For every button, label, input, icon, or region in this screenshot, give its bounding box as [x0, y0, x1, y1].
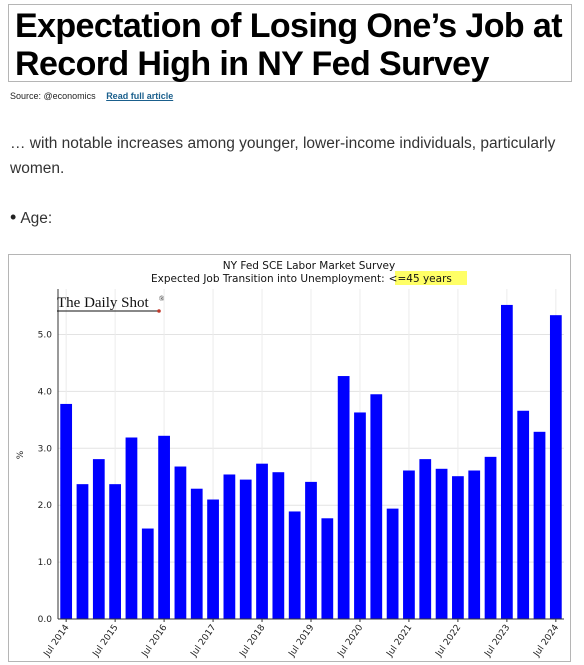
bar — [60, 403, 73, 619]
bar — [76, 484, 89, 619]
bar — [92, 459, 105, 619]
source-line: Source: @economics Read full article — [10, 91, 173, 101]
bar — [141, 528, 154, 619]
y-tick-label: 5.0 — [38, 331, 53, 341]
bar — [500, 304, 513, 619]
bar — [239, 479, 252, 619]
x-tick-label: Jul 2018 — [238, 623, 268, 660]
x-tick-label: Jul 2022 — [434, 623, 464, 660]
intro-paragraph: … with notable increases among younger, … — [10, 135, 556, 177]
bar — [190, 488, 203, 619]
bar — [256, 463, 268, 619]
x-tick-label: Jul 2016 — [140, 623, 170, 660]
bar — [174, 466, 187, 619]
x-tick-label: Jul 2021 — [385, 623, 415, 660]
bar — [549, 315, 562, 619]
bar — [419, 459, 432, 619]
bar — [354, 412, 366, 619]
x-tick-label: Jul 2024 — [532, 623, 562, 660]
x-tick-label: Jul 2020 — [336, 623, 366, 660]
bar-chart: 0.0 1.0 2.0 3.0 4.0 5.0 Jul 2014 Jul 2015 Jul 20… — [16, 260, 564, 660]
bar — [452, 476, 464, 619]
article-headline: Expectation of Losing One’s Job at Recor… — [15, 7, 563, 83]
y-tick-label: 2.0 — [38, 501, 53, 511]
bar — [109, 484, 122, 619]
x-tick-label: Jul 2014 — [42, 623, 72, 660]
bar — [517, 410, 530, 619]
x-tick-label: Jul 2019 — [287, 623, 317, 660]
logo-mark: ® — [159, 295, 165, 303]
bar — [223, 474, 236, 619]
bullet-label: Age: — [20, 210, 53, 227]
logo-dot-icon — [157, 309, 161, 313]
read-full-article-link[interactable]: Read full article — [106, 91, 174, 101]
logo-text: The Daily Shot — [57, 295, 149, 311]
x-tick-label: Jul 2015 — [91, 623, 121, 660]
bar — [158, 435, 170, 619]
bar — [533, 431, 546, 619]
bar — [403, 470, 415, 619]
bar — [337, 376, 350, 619]
subtitle-highlight — [395, 271, 467, 285]
headline-box: Expectation of Losing One’s Job at Recor… — [8, 4, 572, 83]
bar — [288, 511, 301, 619]
bullet-dot-icon: • — [10, 207, 17, 227]
bar — [321, 518, 334, 619]
y-tick-label: 1.0 — [38, 558, 53, 568]
chart-container: 0.0 1.0 2.0 3.0 4.0 5.0 Jul 2014 Jul 2015 Jul 20… — [8, 254, 571, 662]
chart-title: NY Fed SCE Labor Market Survey — [223, 260, 396, 272]
bar — [125, 437, 138, 619]
chart-subtitle-text: Expected Job Transition into Unemploymen… — [151, 273, 385, 285]
chart-subtitle-highlight-text: <=45 years — [389, 273, 452, 285]
bars — [60, 304, 562, 619]
bar — [435, 468, 448, 619]
chart-subtitle: Expected Job Transition into Unemploymen… — [151, 273, 452, 285]
y-tick-label: 0.0 — [38, 615, 53, 625]
bar — [484, 456, 497, 619]
bar — [370, 394, 383, 619]
daily-shot-logo: The Daily Shot ® — [57, 295, 165, 313]
bar — [207, 499, 219, 619]
source-text: Source: @economics — [10, 91, 96, 101]
bar — [468, 470, 481, 619]
bullet-age: • Age: — [10, 207, 52, 228]
y-tick-label: 3.0 — [38, 444, 53, 454]
bar — [386, 508, 399, 619]
bar — [305, 481, 317, 619]
x-tick-label: Jul 2023 — [483, 623, 513, 660]
x-tick-label: Jul 2017 — [189, 623, 219, 660]
y-tick-label: 4.0 — [38, 387, 53, 397]
bar — [272, 472, 285, 619]
y-axis-label: % — [16, 450, 26, 459]
